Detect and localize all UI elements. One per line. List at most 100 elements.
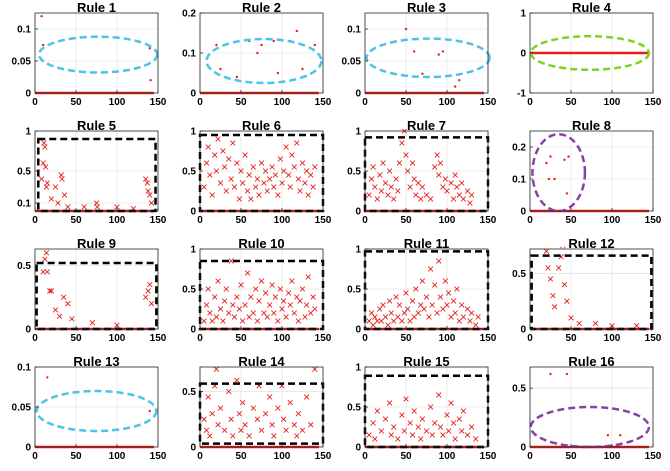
data-point — [272, 39, 275, 43]
data-point — [238, 168, 244, 174]
x-tick-label: 150 — [150, 451, 167, 462]
data-point — [48, 196, 55, 202]
data-point — [81, 204, 87, 210]
data-point — [401, 310, 408, 316]
data-point — [547, 276, 554, 282]
data-point — [555, 265, 562, 271]
data-point — [207, 172, 213, 178]
data-point — [305, 192, 311, 198]
data-point — [404, 168, 411, 174]
data-point — [305, 274, 311, 280]
data-point — [302, 180, 308, 186]
data-point — [366, 192, 372, 198]
data-point — [144, 180, 151, 186]
data-point — [380, 160, 386, 166]
data-point — [313, 43, 316, 47]
data-point — [388, 310, 394, 316]
data-point — [59, 176, 65, 182]
data-point — [550, 292, 556, 299]
data-point — [437, 424, 444, 430]
data-point — [205, 144, 211, 150]
data-point — [235, 75, 239, 79]
x-tick-label: 100 — [109, 97, 126, 108]
data-point — [440, 432, 446, 438]
highlight-ellipse — [531, 132, 587, 213]
data-point — [230, 433, 236, 439]
data-point — [419, 416, 426, 422]
panel-title: Rule 2 — [242, 0, 281, 15]
data-point — [395, 188, 401, 194]
data-point — [472, 436, 479, 442]
data-point — [467, 200, 473, 206]
data-point — [254, 318, 261, 324]
data-point — [44, 269, 51, 275]
y-tick-label: 0.5 — [182, 167, 196, 178]
panel-title: Rule 8 — [572, 118, 611, 133]
data-point — [386, 168, 393, 174]
y-tick-label: 1 — [190, 127, 196, 138]
plot-area — [35, 13, 158, 93]
data-point — [266, 394, 273, 400]
data-point — [253, 184, 259, 190]
data-point — [213, 314, 220, 320]
data-point — [437, 294, 444, 300]
data-point — [279, 180, 285, 186]
data-point — [458, 79, 461, 82]
data-point — [431, 282, 438, 288]
x-tick-label: 150 — [480, 451, 497, 462]
data-point — [61, 192, 68, 198]
y-tick-label: 0 — [520, 443, 526, 454]
data-point — [225, 310, 232, 316]
x-tick-label: 0 — [32, 215, 38, 226]
data-point — [403, 290, 409, 296]
data-point — [307, 422, 314, 428]
data-point — [568, 315, 574, 321]
data-point — [456, 192, 463, 198]
data-point — [271, 310, 277, 316]
data-point — [423, 192, 430, 198]
data-point — [547, 177, 551, 181]
data-point — [377, 172, 383, 178]
highlight-ellipse — [37, 35, 159, 74]
data-point — [231, 184, 238, 190]
data-point — [565, 372, 569, 376]
data-point — [409, 432, 416, 438]
data-point — [440, 306, 446, 312]
data-point — [231, 314, 238, 320]
data-point — [291, 164, 298, 170]
data-point — [427, 196, 434, 202]
data-point — [287, 399, 293, 406]
highlight-ellipse — [529, 405, 651, 449]
y-tick-label: 1 — [355, 363, 361, 374]
x-tick-label: 0 — [362, 97, 368, 108]
y-tick-label: 0.5 — [17, 167, 31, 178]
y-tick-label: 0.5 — [512, 269, 526, 280]
data-point — [299, 427, 306, 434]
x-tick-label: 100 — [109, 451, 126, 462]
data-point — [299, 160, 306, 166]
panel-12: 0 50 100 150 0 0.5 Rule 12 — [512, 236, 662, 344]
data-point — [564, 298, 570, 304]
x-tick-label: 50 — [565, 97, 577, 108]
x-tick-label: 100 — [274, 215, 291, 226]
panel-15: 0 50 100 150 0 0.5 1 Rule 15 — [347, 354, 497, 462]
axes-frame — [529, 130, 654, 212]
data-point — [378, 188, 385, 194]
x-tick-label: 0 — [527, 451, 533, 462]
data-point — [413, 192, 419, 198]
data-point — [38, 176, 45, 182]
data-point — [444, 302, 450, 308]
points-group — [40, 15, 152, 82]
data-point — [271, 184, 277, 190]
data-point — [238, 282, 244, 288]
data-point — [248, 196, 254, 202]
data-point — [545, 161, 548, 165]
data-point — [370, 164, 376, 170]
y-tick-label: 1 — [190, 245, 196, 256]
data-point — [419, 184, 426, 190]
data-point — [431, 420, 438, 426]
data-point — [444, 188, 450, 194]
y-tick-label: 0.1 — [17, 363, 31, 374]
data-point — [234, 377, 240, 384]
x-tick-label: 150 — [480, 215, 497, 226]
